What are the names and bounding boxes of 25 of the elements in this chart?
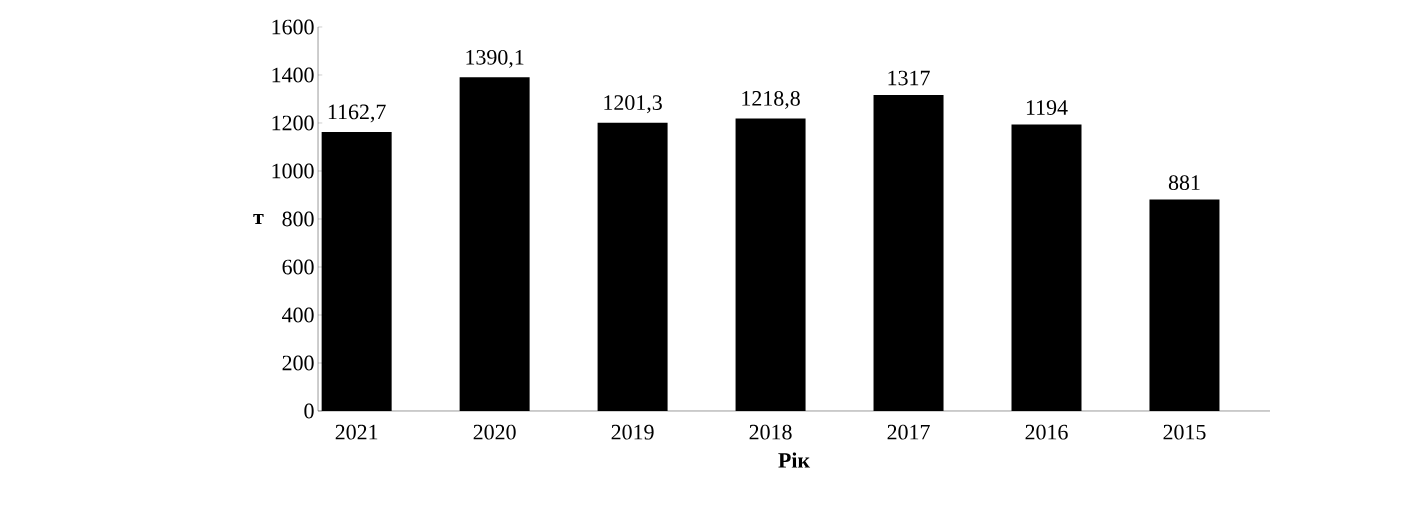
x-tick-label: 2020	[473, 424, 516, 440]
x-tick-label: 2021	[335, 424, 378, 440]
y-tick-label: 400	[282, 307, 314, 323]
data-label: 1194	[1026, 100, 1068, 115]
data-label: 1218,8	[742, 91, 800, 109]
y-tick-label: 1200	[272, 115, 314, 131]
x-tick-label: 2016	[1025, 424, 1068, 440]
data-label: 1201,3	[604, 95, 662, 114]
data-label: 1162,7	[328, 104, 386, 123]
x-tick-label: 2017	[887, 424, 930, 440]
y-tick-label: 800	[282, 211, 314, 227]
data-label: 881	[1168, 175, 1200, 191]
y-tick-label: 1000	[272, 163, 314, 179]
y-tick-label: 1400	[272, 67, 314, 83]
y-tick-label: 200	[282, 355, 314, 371]
y-tick-label: 1600	[272, 19, 314, 35]
y-tick-label: 0	[304, 403, 314, 419]
y-tick-label: 600	[282, 259, 314, 275]
data-label: 1317	[888, 70, 930, 86]
y-axis-title: т	[253, 213, 264, 225]
x-tick-label: 2018	[749, 424, 792, 440]
x-axis-title: Рік	[778, 452, 811, 468]
x-tick-label: 2015	[1163, 424, 1206, 440]
data-label: 1390,1	[466, 49, 524, 68]
x-tick-label: 2019	[611, 424, 654, 440]
